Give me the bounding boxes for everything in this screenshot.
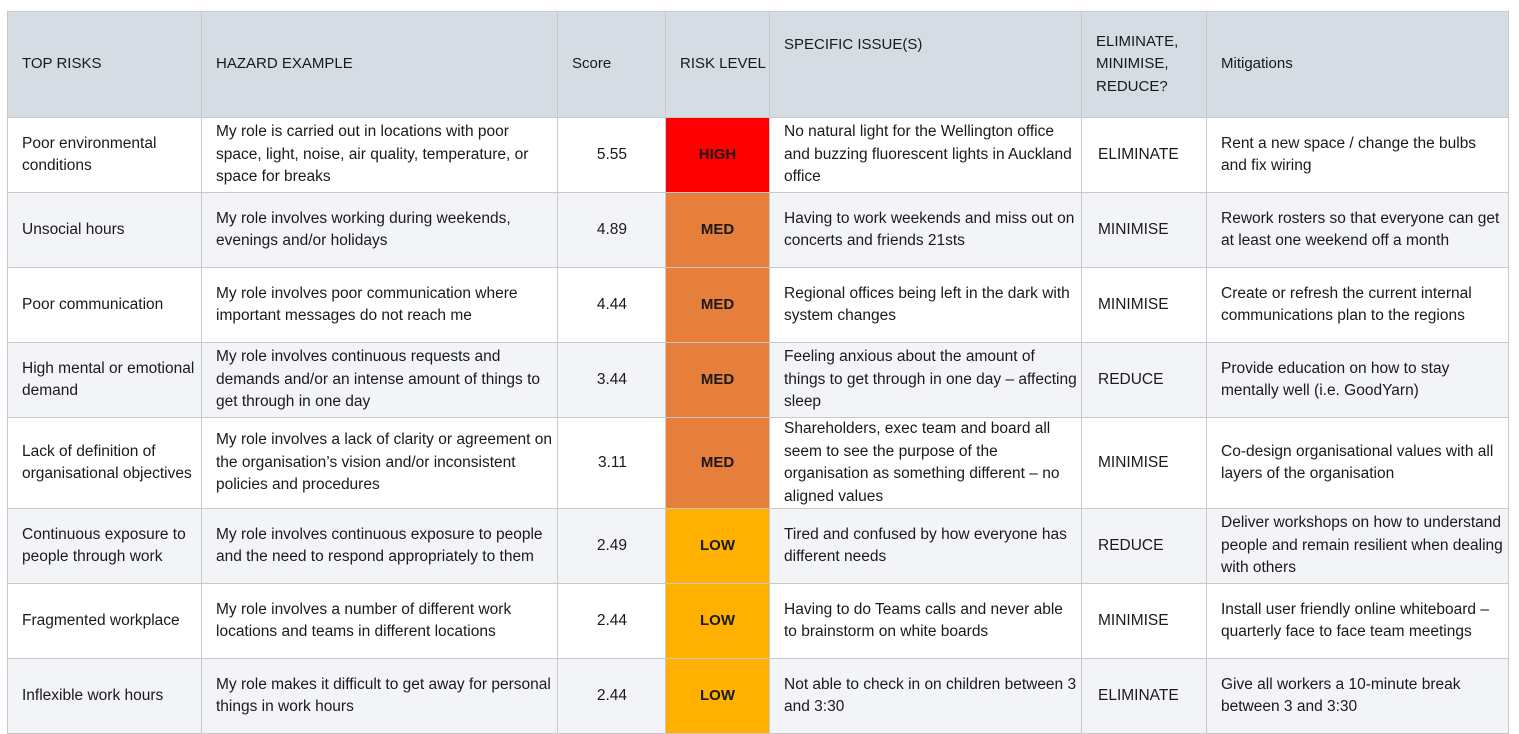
hazard-cell: My role involves working during weekends… xyxy=(201,192,558,268)
risk-level-cell: MED xyxy=(665,342,770,418)
table-row: Continuous exposure to people through wo… xyxy=(7,508,1509,584)
risk-cell: Continuous exposure to people through wo… xyxy=(7,508,202,584)
score-cell: 4.89 xyxy=(557,192,666,268)
score-cell: 2.44 xyxy=(557,658,666,734)
header-row: TOP RISKS HAZARD EXAMPLE Score RISK LEVE… xyxy=(7,11,1509,118)
header-action: ELIMINATE, MINIMISE, REDUCE? xyxy=(1081,11,1207,118)
table-row: Fragmented workplace My role involves a … xyxy=(7,583,1509,659)
score-cell: 5.55 xyxy=(557,117,666,193)
mitigation-cell: Deliver workshops on how to understand p… xyxy=(1206,508,1509,584)
mitigation-cell: Rent a new space / change the bulbs and … xyxy=(1206,117,1509,193)
hazard-cell: My role involves a number of different w… xyxy=(201,583,558,659)
risk-level-cell: MED xyxy=(665,267,770,343)
table-row: High mental or emotional demand My role … xyxy=(7,342,1509,418)
mitigation-cell: Provide education on how to stay mentall… xyxy=(1206,342,1509,418)
risk-level-cell: HIGH xyxy=(665,117,770,193)
action-cell: MINIMISE xyxy=(1081,417,1207,509)
score-cell: 2.44 xyxy=(557,583,666,659)
hazard-cell: My role makes it difficult to get away f… xyxy=(201,658,558,734)
issue-cell: Shareholders, exec team and board all se… xyxy=(769,417,1082,509)
mitigation-cell: Create or refresh the current internal c… xyxy=(1206,267,1509,343)
action-cell: MINIMISE xyxy=(1081,583,1207,659)
hazard-cell: My role involves continuous exposure to … xyxy=(201,508,558,584)
header-hazard-example: HAZARD EXAMPLE xyxy=(201,11,558,118)
issue-cell: Not able to check in on children between… xyxy=(769,658,1082,734)
risk-cell: Unsocial hours xyxy=(7,192,202,268)
risk-cell: Inflexible work hours xyxy=(7,658,202,734)
risk-level-cell: LOW xyxy=(665,583,770,659)
action-cell: MINIMISE xyxy=(1081,192,1207,268)
risk-cell: High mental or emotional demand xyxy=(7,342,202,418)
issue-cell: Feeling anxious about the amount of thin… xyxy=(769,342,1082,418)
score-cell: 4.44 xyxy=(557,267,666,343)
mitigation-cell: Rework rosters so that everyone can get … xyxy=(1206,192,1509,268)
issue-cell: Regional offices being left in the dark … xyxy=(769,267,1082,343)
header-risk-level: RISK LEVEL xyxy=(665,11,770,118)
risk-level-cell: MED xyxy=(665,417,770,509)
header-top-risks: TOP RISKS xyxy=(7,11,202,118)
risk-cell: Lack of definition of organisational obj… xyxy=(7,417,202,509)
mitigation-cell: Give all workers a 10-minute break betwe… xyxy=(1206,658,1509,734)
mitigation-cell: Install user friendly online whiteboard … xyxy=(1206,583,1509,659)
action-cell: ELIMINATE xyxy=(1081,658,1207,734)
action-cell: REDUCE xyxy=(1081,508,1207,584)
table-row: Poor environmental conditions My role is… xyxy=(7,117,1509,193)
issue-cell: Tired and confused by how everyone has d… xyxy=(769,508,1082,584)
issue-cell: Having to work weekends and miss out on … xyxy=(769,192,1082,268)
table-row: Lack of definition of organisational obj… xyxy=(7,417,1509,509)
header-score: Score xyxy=(557,11,666,118)
table-row: Unsocial hours My role involves working … xyxy=(7,192,1509,268)
risk-level-cell: LOW xyxy=(665,658,770,734)
hazard-cell: My role involves a lack of clarity or ag… xyxy=(201,417,558,509)
header-specific-issues: SPECIFIC ISSUE(S) xyxy=(769,11,1082,118)
action-cell: MINIMISE xyxy=(1081,267,1207,343)
table-row: Inflexible work hours My role makes it d… xyxy=(7,658,1509,734)
header-mitigations: Mitigations xyxy=(1206,11,1509,118)
risk-cell: Poor environmental conditions xyxy=(7,117,202,193)
hazard-cell: My role involves continuous requests and… xyxy=(201,342,558,418)
risk-cell: Poor communication xyxy=(7,267,202,343)
action-cell: ELIMINATE xyxy=(1081,117,1207,193)
risk-level-cell: LOW xyxy=(665,508,770,584)
score-cell: 3.44 xyxy=(557,342,666,418)
risk-cell: Fragmented workplace xyxy=(7,583,202,659)
score-cell: 3.11 xyxy=(557,417,666,509)
mitigation-cell: Co-design organisational values with all… xyxy=(1206,417,1509,509)
hazard-cell: My role is carried out in locations with… xyxy=(201,117,558,193)
score-cell: 2.49 xyxy=(557,508,666,584)
risk-level-cell: MED xyxy=(665,192,770,268)
hazard-cell: My role involves poor communication wher… xyxy=(201,267,558,343)
issue-cell: Having to do Teams calls and never able … xyxy=(769,583,1082,659)
table-row: Poor communication My role involves poor… xyxy=(7,267,1509,343)
action-cell: REDUCE xyxy=(1081,342,1207,418)
issue-cell: No natural light for the Wellington offi… xyxy=(769,117,1082,193)
risk-table: TOP RISKS HAZARD EXAMPLE Score RISK LEVE… xyxy=(7,11,1509,734)
